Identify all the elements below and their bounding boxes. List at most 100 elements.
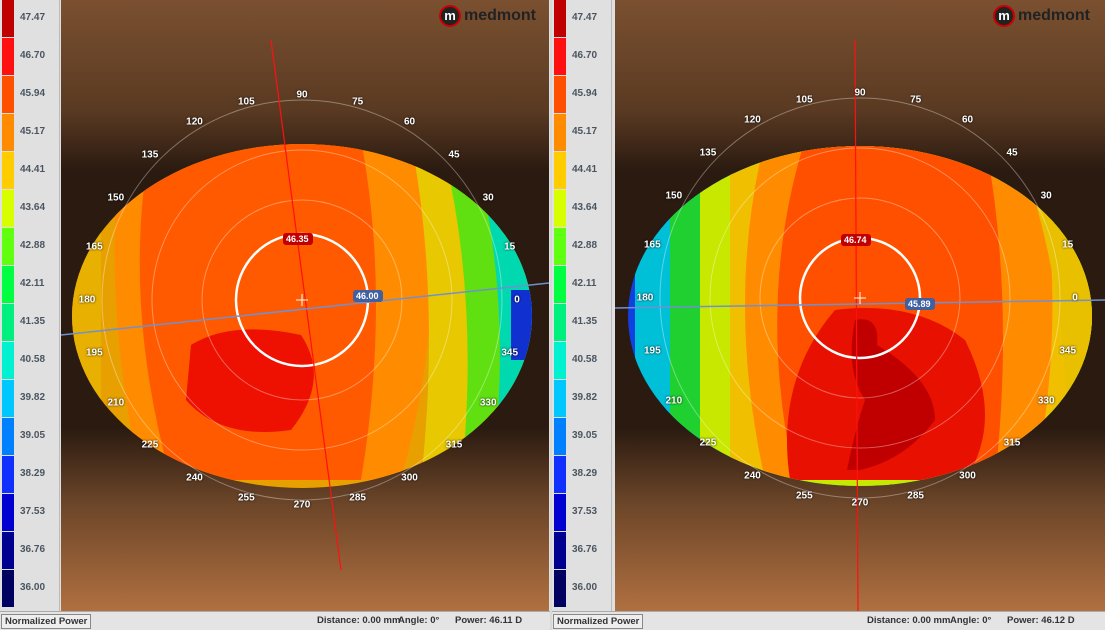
meridian-label: 315: [1003, 437, 1021, 449]
legend-swatch: [554, 190, 566, 227]
meridian-label: 300: [959, 470, 976, 482]
meridian-label: 195: [643, 345, 661, 357]
legend-entry: 46.70: [0, 38, 60, 76]
legend-value: 43.64: [20, 202, 46, 213]
meridian-label: 195: [85, 347, 103, 359]
legend-value: 46.70: [20, 50, 46, 61]
meridian-label: 150: [107, 192, 125, 203]
legend-swatch: [2, 76, 14, 113]
legend-value: 45.94: [572, 88, 598, 99]
legend-swatch: [2, 266, 14, 303]
meridian-label: 285: [349, 492, 366, 504]
meridian-label: 255: [796, 490, 813, 502]
legend-value: 42.88: [20, 240, 46, 251]
legend-value: 37.53: [572, 506, 598, 517]
legend-value: 47.47: [572, 12, 598, 23]
legend-entry: 44.41: [0, 152, 60, 190]
status-bar: Normalized Power Distance: 0.00 mm Angle…: [552, 611, 1105, 630]
flat-meridian-value: 45.89: [908, 299, 931, 309]
medmont-logo: m medmont: [439, 5, 536, 27]
legend-entry: 39.05: [552, 418, 612, 456]
legend-swatch: [554, 304, 566, 341]
legend-value: 41.35: [20, 316, 46, 327]
medmont-logo-icon: m: [993, 5, 1015, 27]
legend-value: 44.41: [20, 164, 46, 175]
legend-value: 39.82: [572, 392, 598, 403]
legend-swatch: [554, 342, 566, 379]
meridian-label: 240: [744, 470, 761, 482]
power-readout: Power: 46.11 D: [455, 615, 523, 626]
meridian-label: 180: [636, 292, 654, 304]
legend-entry: 41.35: [0, 304, 60, 342]
power-map-graphic: [61, 39, 549, 571]
legend-swatch: [554, 418, 566, 455]
legend-entry: 40.58: [552, 342, 612, 380]
legend-swatch: [2, 228, 14, 265]
legend-value: 36.00: [20, 582, 46, 593]
legend-swatch: [2, 304, 14, 341]
meridian-label: 135: [699, 147, 717, 159]
legend-entry: 36.76: [552, 532, 612, 570]
meridian-label: 225: [699, 437, 717, 449]
meridian-label: 345: [501, 347, 519, 359]
legend-swatch: [2, 152, 14, 189]
meridian-label: 30: [482, 192, 494, 203]
legend-entry: 37.53: [552, 494, 612, 532]
legend-swatch: [2, 114, 14, 151]
legend-swatch: [554, 266, 566, 303]
meridian-label: 75: [352, 96, 364, 108]
topography-map[interactable]: 46.35 46.00 0 15 30 45 60 75 90 105 120 135 150 165…: [61, 0, 549, 611]
legend-entry: 45.17: [0, 114, 60, 152]
meridian-label: 330: [479, 397, 497, 408]
legend-entry: 36.00: [552, 570, 612, 608]
legend-entry: 45.94: [552, 76, 612, 114]
color-scale-legend: 47.47 46.70 45.94 45.17 44.41 43.64 42.88 42.11…: [0, 0, 60, 611]
legend-swatch: [2, 418, 14, 455]
legend-entry: 38.29: [552, 456, 612, 494]
legend-entry: 42.88: [552, 228, 612, 266]
power-map-graphic: [615, 39, 1105, 611]
status-bar: Normalized Power Distance: 0.00 mm Angle…: [0, 611, 550, 630]
legend-entry: 37.53: [0, 494, 60, 532]
legend-value: 40.58: [20, 354, 46, 365]
steep-meridian-value: 46.35: [286, 234, 309, 244]
power-readout: Power: 46.12 D: [1007, 615, 1075, 626]
legend-value: 39.82: [20, 392, 46, 403]
legend-swatch: [554, 0, 566, 37]
meridian-label: 165: [85, 241, 103, 253]
meridian-label: 45: [1006, 147, 1018, 159]
map-mode-button[interactable]: Normalized Power: [1, 614, 92, 629]
meridian-label: 180: [78, 294, 96, 306]
meridian-label: 105: [796, 94, 813, 106]
legend-swatch: [2, 380, 14, 417]
medmont-logo: m medmont: [993, 5, 1090, 27]
legend-swatch: [554, 380, 566, 417]
meridian-label: 15: [1062, 239, 1074, 251]
legend-swatch: [2, 342, 14, 379]
flat-meridian-value: 46.00: [356, 291, 379, 301]
legend-value: 46.70: [572, 50, 598, 61]
distance-readout: Distance: 0.00 mm: [317, 615, 401, 626]
legend-entry: 46.70: [552, 38, 612, 76]
meridian-label: 300: [401, 472, 418, 484]
legend-swatch: [554, 38, 566, 75]
legend-entry: 44.41: [552, 152, 612, 190]
meridian-label: 15: [504, 241, 516, 253]
meridian-label: 90: [854, 87, 866, 99]
meridian-label: 240: [186, 472, 203, 484]
legend-value: 36.76: [20, 544, 46, 555]
legend-entry: 43.64: [552, 190, 612, 228]
meridian-label: 285: [907, 490, 924, 502]
meridian-label: 315: [445, 439, 463, 451]
legend-value: 43.64: [572, 202, 598, 213]
topography-map[interactable]: 46.74 45.89 0 15 30 45 60 75 90 105 120 135 150 165…: [615, 0, 1105, 611]
meridian-label: 120: [744, 114, 761, 126]
steep-meridian-value: 46.74: [844, 235, 867, 245]
legend-entry: 45.94: [0, 76, 60, 114]
legend-swatch: [2, 0, 14, 37]
map-mode-button[interactable]: Normalized Power: [553, 614, 644, 629]
angle-readout: Angle: 0°: [950, 615, 992, 626]
legend-swatch: [2, 532, 14, 569]
legend-value: 40.58: [572, 354, 598, 365]
legend-value: 42.88: [572, 240, 598, 251]
